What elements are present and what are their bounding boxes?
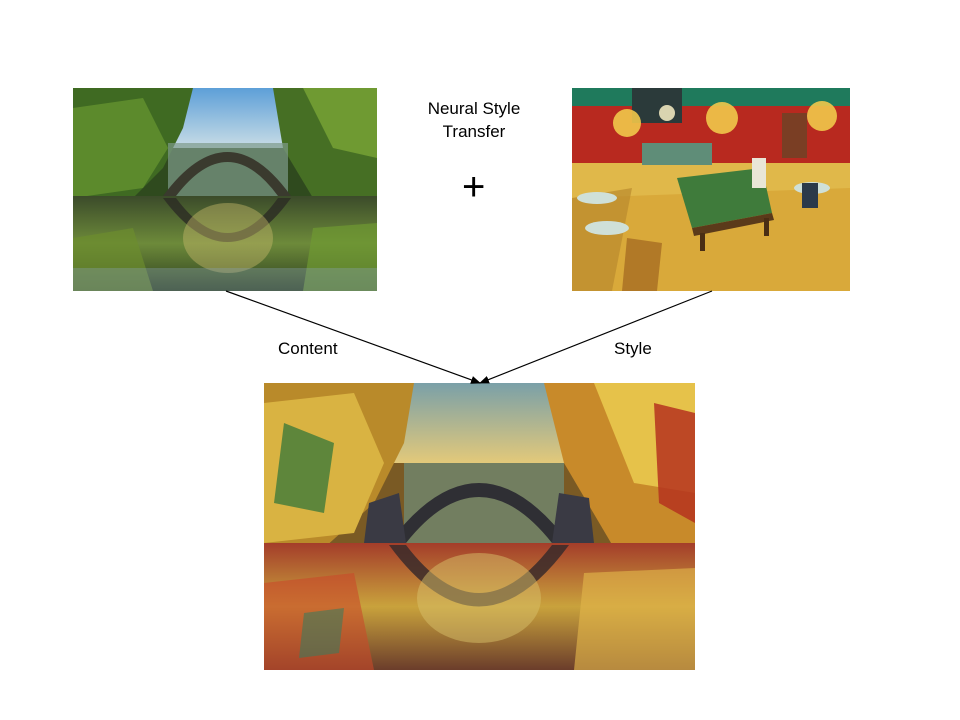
content-arrow xyxy=(225,290,481,384)
content-photo xyxy=(73,88,377,291)
style-painting xyxy=(572,88,850,291)
title-line-1: Neural Style xyxy=(427,99,521,118)
plus-sign: + xyxy=(462,165,486,209)
style-arrow xyxy=(479,290,713,384)
stylized-output-painting xyxy=(264,383,695,670)
content-label: Content xyxy=(278,339,338,358)
diagram-title: Neural Style Transfer xyxy=(410,97,538,143)
title-line-2: Transfer xyxy=(442,122,506,141)
style-label: Style xyxy=(614,339,652,358)
